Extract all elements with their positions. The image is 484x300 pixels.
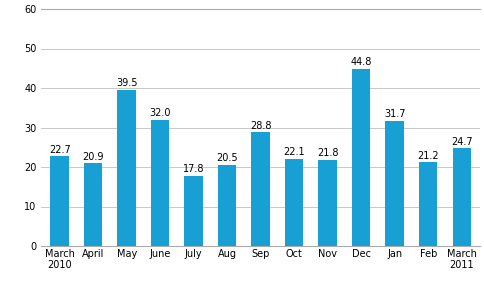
Bar: [418, 162, 437, 246]
Bar: [351, 69, 370, 246]
Bar: [184, 176, 202, 246]
Text: 20.9: 20.9: [82, 152, 104, 162]
Text: 44.8: 44.8: [350, 58, 371, 68]
Bar: [285, 159, 303, 246]
Bar: [50, 156, 69, 246]
Text: 21.2: 21.2: [417, 151, 438, 161]
Text: 31.7: 31.7: [383, 109, 405, 119]
Bar: [84, 164, 102, 246]
Text: 22.7: 22.7: [49, 145, 70, 155]
Bar: [151, 120, 169, 246]
Text: 32.0: 32.0: [149, 108, 170, 118]
Text: 21.8: 21.8: [317, 148, 338, 158]
Bar: [452, 148, 470, 246]
Text: 20.5: 20.5: [216, 153, 238, 164]
Text: 22.1: 22.1: [283, 147, 304, 157]
Text: 17.8: 17.8: [182, 164, 204, 174]
Bar: [318, 160, 336, 246]
Bar: [117, 90, 136, 246]
Bar: [385, 121, 403, 246]
Bar: [251, 132, 269, 246]
Text: 28.8: 28.8: [249, 121, 271, 131]
Text: 24.7: 24.7: [450, 137, 471, 147]
Text: 39.5: 39.5: [116, 78, 137, 88]
Bar: [217, 165, 236, 246]
